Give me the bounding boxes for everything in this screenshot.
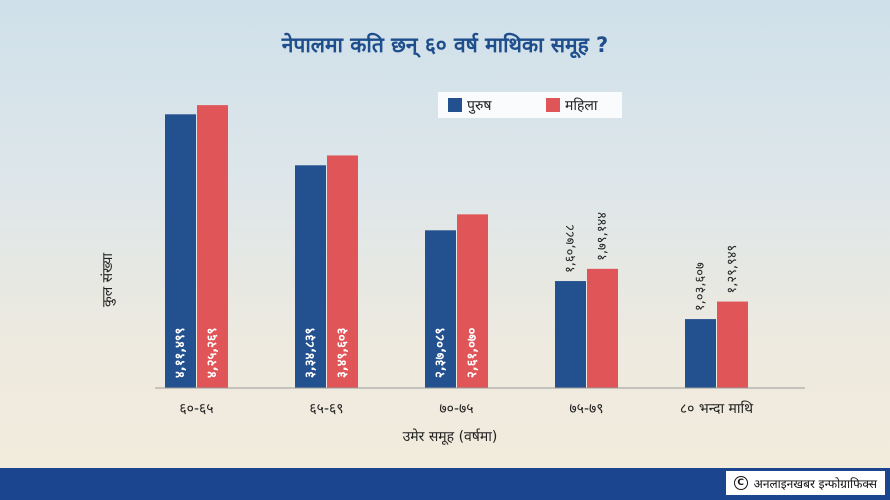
legend-box — [438, 92, 622, 118]
x-tick-label-1: ६५-६९ — [309, 401, 343, 417]
data-label-male-1: ३,३४,८३९ — [303, 328, 318, 378]
data-label-male-0: ४,११,४९९ — [173, 328, 188, 378]
bar-female-1 — [327, 155, 358, 388]
bar-male-3 — [555, 281, 586, 388]
bars-group: ४,११,४९९ ४,२५,२६९ ३,३४,८३९ ३,४९,६०३ २,३७,०८९… — [165, 105, 748, 389]
credit-text: अनलाइनखबर इन्फोग्राफिक्स — [753, 476, 877, 491]
bar-male-4 — [685, 319, 716, 388]
x-axis-label: उमेर समूह (वर्षमा) — [403, 428, 498, 445]
data-label-female-2: २,६१,०७० — [465, 327, 480, 378]
data-label-female-4: १,२९,९४९ — [725, 245, 740, 294]
data-label-male-4: १,०३,६०७ — [693, 262, 708, 311]
data-label-female-1: ३,४९,६०३ — [335, 327, 350, 378]
bar-male-0 — [165, 114, 196, 389]
x-tick-label-0: ६०-६५ — [179, 401, 213, 417]
legend-swatch-male — [448, 98, 462, 112]
data-label-male-3: १,६०,७८८ — [563, 224, 578, 273]
y-axis-label: कुल संख्या — [100, 253, 116, 307]
data-label-female-3: १,७९,१४४ — [595, 212, 610, 261]
data-label-female-0: ४,२५,२६९ — [205, 328, 220, 378]
x-tick-label-4: ८० भन्दा माथि — [680, 400, 754, 417]
bar-female-4 — [717, 301, 748, 388]
bar-male-1 — [295, 165, 326, 388]
bar-female-0 — [197, 105, 228, 388]
credit-box: C अनलाइनखबर इन्फोग्राफिक्स — [724, 470, 886, 496]
x-tick-labels: ६०-६५ ६५-६९ ७०-७५ ७५-७९ ८० भन्दा माथि — [179, 400, 754, 417]
bar-female-2 — [457, 214, 488, 388]
data-label-male-2: २,३७,०८९ — [433, 328, 448, 378]
legend-label-female: महिला — [565, 97, 598, 114]
chart-title: नेपालमा कति छन् ६० वर्ष माथिका समूह ? — [281, 32, 609, 59]
legend-label-male: पुरुष — [467, 98, 492, 114]
bar-female-3 — [587, 268, 618, 388]
legend: पुरुष महिला — [438, 92, 622, 118]
copyright-icon: C — [733, 476, 748, 490]
x-tick-label-3: ७५-७९ — [569, 401, 603, 417]
legend-swatch-female — [546, 98, 560, 112]
bar-male-2 — [425, 230, 456, 388]
bar-chart: नेपालमा कति छन् ६० वर्ष माथिका समूह ? पु… — [100, 32, 805, 445]
x-tick-label-2: ७०-७५ — [439, 401, 473, 417]
